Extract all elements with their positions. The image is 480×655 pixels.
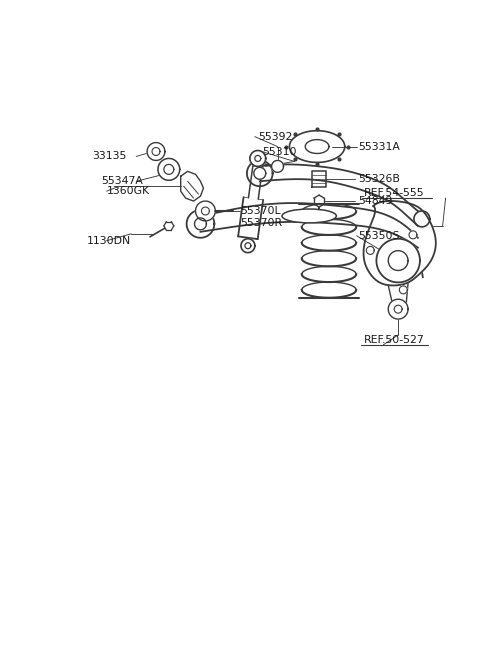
Polygon shape [241,239,255,253]
Text: 54849: 54849 [359,196,393,206]
Text: 55392: 55392 [258,132,292,141]
Ellipse shape [282,209,336,223]
Polygon shape [409,231,417,239]
Text: 1360GK: 1360GK [107,186,150,196]
Polygon shape [272,160,284,172]
Text: 55347A: 55347A [102,176,144,186]
Polygon shape [247,160,273,186]
Polygon shape [195,201,216,221]
Polygon shape [158,159,180,180]
Text: 55326B: 55326B [359,174,400,184]
Polygon shape [238,197,263,239]
Text: 1130DN: 1130DN [87,236,131,246]
Polygon shape [254,168,266,179]
Text: REF.50-527: REF.50-527 [363,335,424,345]
Text: 55331A: 55331A [359,141,400,151]
Polygon shape [414,211,430,227]
Polygon shape [250,151,266,166]
Polygon shape [187,210,214,238]
Polygon shape [147,143,165,160]
Text: 55370L: 55370L [240,206,281,216]
Polygon shape [180,172,204,201]
Polygon shape [366,246,374,254]
Text: 33135: 33135 [92,151,126,162]
Polygon shape [363,201,436,286]
Polygon shape [399,286,407,294]
Polygon shape [388,251,408,271]
Text: 55350S: 55350S [359,231,400,241]
Polygon shape [194,218,206,230]
Polygon shape [376,239,420,282]
Text: 55370R: 55370R [240,218,282,228]
Text: REF.54-555: REF.54-555 [363,188,424,198]
Polygon shape [413,228,424,267]
Polygon shape [388,299,408,319]
Text: 55310: 55310 [262,147,296,157]
